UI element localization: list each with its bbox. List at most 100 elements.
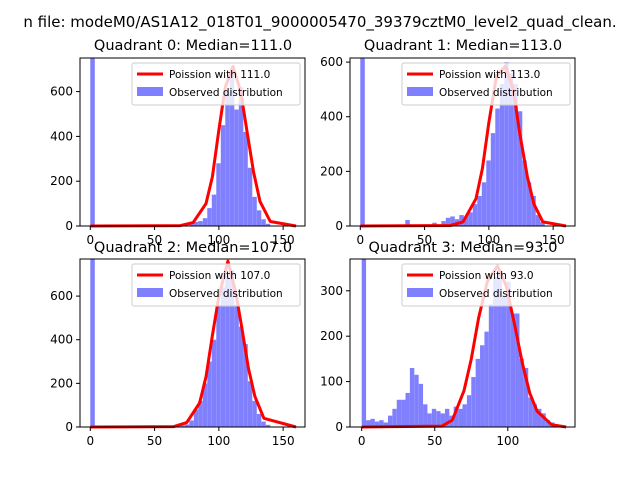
- histogram-bar: [532, 404, 538, 427]
- legend-fit-label: Poission with 107.0: [169, 270, 270, 282]
- quadrant-1-plot: Quadrant 1: Median=113.0 0 50 100 150 0 200 40…: [320, 38, 576, 247]
- histogram-bar: [202, 383, 208, 427]
- y-tick-label: 200: [320, 329, 343, 343]
- x-tick-label: 150: [272, 434, 295, 448]
- histogram-bar: [497, 272, 502, 427]
- histogram-bar: [90, 259, 95, 427]
- histogram-bar: [207, 208, 212, 226]
- histogram-bar: [265, 424, 271, 427]
- histogram-bar: [361, 259, 367, 427]
- histogram-bar: [225, 91, 230, 226]
- histogram-bar: [198, 400, 203, 427]
- quadrant-2-title: Quadrant 2: Median=107.0: [94, 240, 292, 256]
- histogram-bar: [261, 219, 266, 226]
- y-tick-label: 100: [320, 375, 343, 389]
- axes-frame: [349, 57, 576, 227]
- quadrant-0-title: Quadrant 0: Median=111.0: [94, 38, 292, 54]
- quadrant-0-legend: Poission with 111.0 Observed distributio…: [131, 62, 301, 106]
- histogram-bar: [477, 195, 482, 226]
- quadrant-3-title: Quadrant 3: Median=93.0: [369, 240, 558, 256]
- histogram-bar: [441, 221, 446, 226]
- x-tick-label: 0: [356, 233, 364, 247]
- legend-fit-label: Poission with 113.0: [439, 69, 540, 81]
- histogram-bar: [431, 408, 437, 427]
- legend-frame: [401, 62, 571, 106]
- axes-frame: [79, 258, 306, 428]
- histogram-bar: [216, 163, 221, 226]
- histogram-bar: [495, 108, 500, 226]
- histogram-bar: [252, 196, 257, 226]
- histogram-bar: [247, 381, 253, 427]
- histogram-bar: [480, 345, 485, 427]
- histogram-bar: [225, 274, 230, 427]
- y-tick-label: 300: [320, 284, 343, 298]
- histogram-bar: [193, 409, 199, 427]
- quadrant-2-legend: Poission with 107.0 Observed distributio…: [131, 263, 301, 307]
- quadrant-3-legend: Poission with 93.0 Observed distribution: [401, 263, 571, 307]
- quadrant-2-axes: 0 50 100 150 0 200 400 600: [50, 258, 306, 448]
- histogram-bar: [471, 377, 476, 427]
- quadrant-1-histogram: [360, 58, 545, 227]
- histogram-bar: [366, 420, 371, 427]
- histogram-bar: [475, 358, 481, 427]
- histogram-bar: [238, 326, 244, 427]
- histogram-bar: [453, 406, 459, 427]
- quadrant-3-histogram: [361, 259, 555, 427]
- quadrant-2-histogram: [90, 259, 271, 427]
- axes-frame: [349, 258, 576, 428]
- y-tick-label: 600: [50, 289, 73, 303]
- histogram-bar: [458, 408, 463, 427]
- histogram-bar: [472, 204, 478, 226]
- histogram-bar: [189, 223, 194, 226]
- histogram-bar: [445, 217, 451, 226]
- x-tick-label: 100: [477, 233, 500, 247]
- histogram-bar: [484, 331, 489, 427]
- histogram-bar: [510, 313, 516, 427]
- x-tick-label: 100: [207, 434, 230, 448]
- quadrant-0-axes: 0 50 100 150 0 200 400 600: [50, 57, 306, 247]
- histogram-bar: [501, 295, 507, 427]
- histogram-bar: [541, 413, 546, 427]
- histogram-bar: [528, 397, 533, 427]
- x-tick-label: 150: [542, 233, 565, 247]
- histogram-bar: [531, 195, 536, 226]
- legend-observed-swatch: [137, 288, 163, 297]
- histogram-bar: [409, 367, 415, 427]
- legend-frame: [131, 62, 301, 106]
- legend-observed-label: Observed distribution: [169, 288, 283, 300]
- histogram-bar: [506, 281, 511, 427]
- histogram-bar: [537, 408, 542, 427]
- histogram-bar: [427, 413, 432, 427]
- y-tick-label: 200: [50, 376, 73, 390]
- histogram-bar: [184, 424, 190, 427]
- histogram-bar: [360, 58, 365, 226]
- histogram-bar: [466, 395, 472, 427]
- quadrant-3-plot: Quadrant 3: Median=93.0 0 50 100 0 100 200 300…: [320, 240, 576, 448]
- x-tick-label: 100: [207, 233, 230, 247]
- histogram-bar: [499, 83, 505, 226]
- histogram-bar: [486, 160, 491, 226]
- histogram-bar: [229, 69, 235, 226]
- x-tick-label: 100: [496, 434, 519, 448]
- histogram-bar: [211, 194, 217, 226]
- legend-observed-swatch: [137, 87, 163, 96]
- histogram-bar: [522, 160, 527, 226]
- histogram-bar: [545, 420, 551, 427]
- histogram-bar: [405, 219, 410, 226]
- histogram-bar: [450, 216, 455, 226]
- y-tick-label: 0: [65, 219, 73, 233]
- histogram-bar: [440, 413, 445, 427]
- histogram-bar: [418, 383, 424, 427]
- histogram-bar: [396, 399, 402, 427]
- legend-observed-label: Observed distribution: [169, 87, 283, 99]
- histogram-bar: [247, 167, 253, 226]
- histogram-bar: [481, 182, 487, 226]
- y-tick-label: 0: [65, 420, 73, 434]
- histogram-bar: [374, 421, 380, 427]
- y-tick-label: 600: [320, 55, 343, 69]
- histogram-bar: [180, 425, 185, 427]
- histogram-bar: [234, 109, 239, 226]
- histogram-bar: [256, 413, 262, 427]
- y-tick-label: 600: [50, 85, 73, 99]
